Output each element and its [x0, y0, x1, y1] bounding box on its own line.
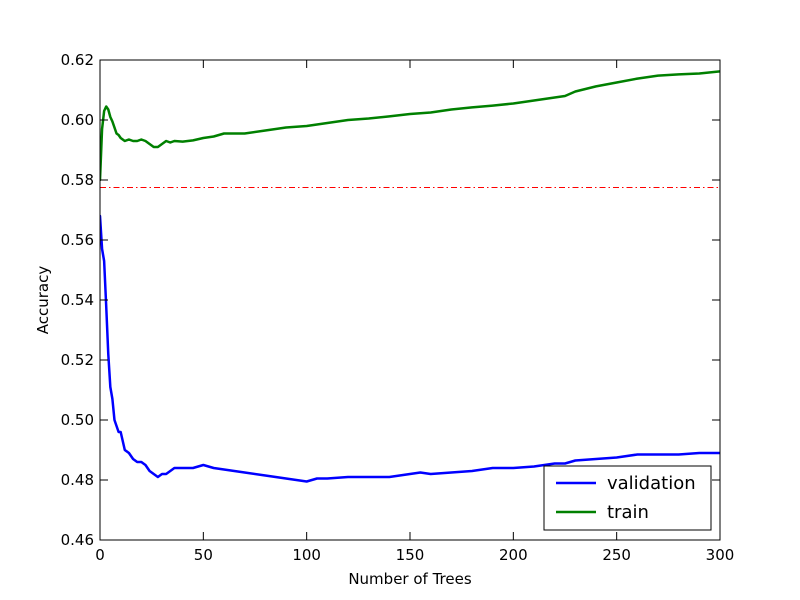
y-tick-label: 0.54	[61, 291, 94, 309]
y-tick-label: 0.62	[61, 51, 94, 69]
y-tick-label: 0.50	[61, 411, 94, 429]
legend: validation train	[543, 465, 712, 531]
y-tick-label: 0.58	[61, 171, 94, 189]
legend-label-train: train	[607, 502, 649, 523]
y-tick-label: 0.56	[61, 231, 94, 249]
series-line-train	[100, 70, 720, 182]
x-axis-label: Number of Trees	[348, 570, 472, 588]
x-tick-label: 0	[95, 546, 105, 564]
x-tick-label: 50	[194, 546, 213, 564]
x-tick-label: 100	[292, 546, 321, 564]
x-tick-label: 150	[396, 546, 425, 564]
y-tick-label: 0.46	[61, 531, 94, 549]
y-axis-label: Accuracy	[34, 266, 52, 335]
x-tick-label: 200	[499, 546, 528, 564]
x-tick-label: 300	[706, 546, 735, 564]
series-line-validation	[100, 214, 720, 483]
y-tick-label: 0.52	[61, 351, 94, 369]
x-tick-label: 250	[602, 546, 631, 564]
legend-label-validation: validation	[607, 473, 696, 494]
y-tick-label: 0.48	[61, 471, 94, 489]
legend-box	[543, 465, 712, 531]
y-tick-label: 0.60	[61, 111, 94, 129]
